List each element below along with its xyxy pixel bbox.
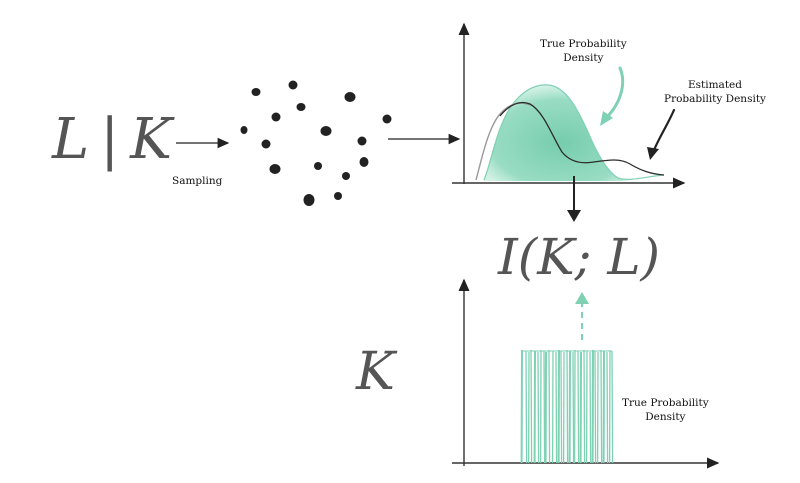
density-stroke bbox=[548, 349, 551, 464]
estimated-density-label: Estimated Probability Density bbox=[664, 79, 766, 106]
density-stroke bbox=[560, 350, 563, 464]
sampling-label: Sampling bbox=[172, 175, 223, 187]
bottom-chart-axes bbox=[452, 278, 720, 469]
density-stroke bbox=[611, 350, 614, 464]
formula-l-given-k: L | K bbox=[52, 107, 173, 172]
density-stroke bbox=[566, 349, 569, 464]
density-stroke bbox=[594, 350, 597, 464]
density-stroke bbox=[583, 349, 586, 464]
uniform-density-bars bbox=[520, 349, 614, 464]
true-density-label-top: True Probability Density bbox=[540, 38, 627, 65]
estimated-density-pointer bbox=[652, 108, 676, 152]
density-stroke bbox=[555, 351, 558, 464]
true-density-label-bottom: True Probability Density bbox=[622, 397, 709, 424]
estimated-density-curve-dark bbox=[499, 101, 665, 176]
density-stroke bbox=[600, 349, 603, 464]
top-chart-axes bbox=[452, 22, 686, 189]
density-stroke bbox=[606, 351, 609, 464]
sample-points bbox=[240, 80, 392, 206]
formula-k: K bbox=[356, 342, 395, 402]
true-density-area bbox=[484, 84, 640, 182]
density-stroke bbox=[572, 351, 575, 464]
mutual-information-formula: I(K; L) bbox=[498, 228, 661, 286]
true-density-pointer bbox=[604, 66, 625, 120]
density-stroke bbox=[525, 350, 528, 464]
density-stroke bbox=[589, 351, 592, 464]
density-stroke bbox=[577, 350, 580, 464]
true-density-outline bbox=[483, 84, 665, 181]
density-stroke bbox=[530, 349, 533, 464]
density-stroke bbox=[537, 351, 540, 464]
density-stroke bbox=[543, 350, 546, 464]
